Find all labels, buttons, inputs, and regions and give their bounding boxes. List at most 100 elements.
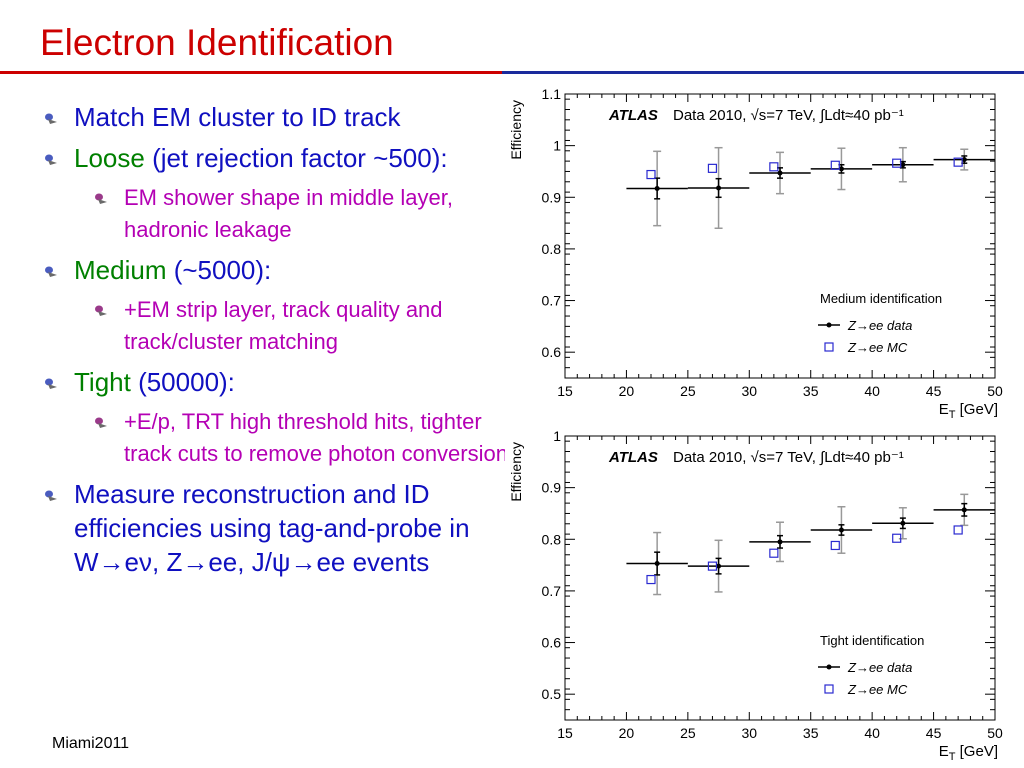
data-point xyxy=(777,170,783,176)
bullet-text: EM shower shape in middle layer, hadroni… xyxy=(124,185,453,242)
x-axis-label-unit: [GeV] xyxy=(955,401,998,418)
mc-point xyxy=(769,548,779,558)
experiment-label: ATLAS xyxy=(608,449,658,466)
mc-point xyxy=(769,162,779,172)
legend-data-label: Z→ee data xyxy=(847,660,912,675)
legend-mc-marker xyxy=(824,684,834,694)
y-tick-label: 1.1 xyxy=(542,86,562,102)
bullet-text: Match EM cluster to ID track xyxy=(74,102,401,132)
bullet-list: Match EM cluster to ID track Loose (jet r… xyxy=(44,100,519,586)
y-tick-label: 0.7 xyxy=(542,583,562,599)
bullet-text: +E/p, TRT high threshold hits, tighter t… xyxy=(124,409,519,466)
bullet-marker-icon xyxy=(95,305,107,316)
data-point xyxy=(900,520,906,526)
x-tick-label: 30 xyxy=(741,383,757,399)
x-tick-label: 50 xyxy=(987,383,1003,399)
bullet-text: (50000): xyxy=(130,367,235,397)
mc-point xyxy=(646,169,656,180)
mc-point xyxy=(892,158,902,168)
bullet-marker-icon xyxy=(45,490,57,501)
mc-point xyxy=(707,561,718,571)
x-axis-label: ET [GeV] xyxy=(939,743,998,760)
bullet-marker-icon xyxy=(95,417,107,428)
x-tick-label: 15 xyxy=(557,383,573,399)
mc-point xyxy=(892,533,902,543)
bullet-marker-icon xyxy=(45,113,57,124)
bullet-text: +EM strip layer, track quality and track… xyxy=(124,297,443,354)
data-point xyxy=(777,539,783,545)
x-axis-label-e: E xyxy=(939,743,949,760)
experiment-label: ATLAS xyxy=(608,107,658,124)
legend-data-marker xyxy=(826,664,832,670)
chart-svg: 15 20 25 30 35 40 45 50 0.5 0.6 0.7 0.8 0.9 1 Efficien… xyxy=(508,428,1003,763)
data-point xyxy=(716,563,722,569)
title-rule-right xyxy=(502,71,1024,74)
x-tick-label: 50 xyxy=(987,725,1003,741)
data-point xyxy=(716,185,722,191)
sub-bullet-item: +E/p, TRT high threshold hits, tighter t… xyxy=(94,406,524,470)
y-tick-label: 0.7 xyxy=(542,293,562,309)
bullet-marker-icon xyxy=(95,193,107,204)
bullet-text: (jet rejection factor ~500): xyxy=(144,143,448,173)
mc-point xyxy=(646,574,656,585)
data-point xyxy=(838,166,844,172)
footer-text: Miami2011 xyxy=(52,735,130,752)
bullet-marker-icon xyxy=(45,378,57,389)
x-tick-label: 45 xyxy=(926,725,942,741)
y-axis-label: Efficiency xyxy=(508,100,524,160)
plot-frame xyxy=(564,93,996,379)
title-rule-left xyxy=(0,71,502,74)
y-axis-label: Efficiency xyxy=(508,442,524,502)
legend-mc-label: Z→ee MC xyxy=(847,682,908,697)
x-tick-label: 45 xyxy=(926,383,942,399)
plot-annotation: Data 2010, √s=7 TeV, ∫Ldt≈40 pb⁻¹ xyxy=(673,107,904,124)
legend-data-marker xyxy=(826,322,832,328)
slide-title: Electron Identification xyxy=(40,22,394,63)
bullet-item: Measure reconstruction and ID efficienci… xyxy=(44,477,494,579)
tight-efficiency-chart: 15 20 25 30 35 40 45 50 0.5 0.6 0.7 0.8 0.9 1 Efficien… xyxy=(505,424,1005,763)
y-tick-label: 0.9 xyxy=(542,480,562,496)
data-point xyxy=(961,507,967,513)
x-tick-label: 35 xyxy=(803,383,819,399)
sub-bullet-item: EM shower shape in middle layer, hadroni… xyxy=(94,182,524,246)
x-tick-label: 20 xyxy=(619,725,635,741)
data-point xyxy=(961,157,967,163)
data-point xyxy=(654,561,660,567)
y-tick-label: 0.8 xyxy=(542,241,562,257)
x-axis-label-unit: [GeV] xyxy=(955,743,998,760)
bullet-keyword: Tight xyxy=(74,367,131,397)
y-tick-label: 1 xyxy=(553,428,561,444)
y-tick-label: 0.9 xyxy=(542,189,562,205)
legend-title: Medium identification xyxy=(820,291,942,306)
legend-mc-label: Z→ee MC xyxy=(847,340,908,355)
bullet-item: Tight (50000): xyxy=(44,365,494,399)
y-tick-label: 0.6 xyxy=(542,344,562,360)
sub-bullet-item: +EM strip layer, track quality and track… xyxy=(94,294,524,358)
mc-point xyxy=(830,540,840,551)
chart-svg: 15 20 25 30 35 40 45 50 0.6 0.7 0.8 0.9 1 1.1 Efficien… xyxy=(508,86,1003,421)
legend-title: Tight identification xyxy=(820,633,924,648)
mc-point xyxy=(953,157,963,167)
y-tick-label: 0.5 xyxy=(542,686,562,702)
x-tick-label: 20 xyxy=(619,383,635,399)
plot-frame xyxy=(564,435,996,721)
mc-point xyxy=(953,525,963,535)
x-tick-label: 15 xyxy=(557,725,573,741)
bullet-text: Measure reconstruction and ID efficienci… xyxy=(74,479,470,577)
x-tick-label: 40 xyxy=(864,725,880,741)
x-tick-label: 30 xyxy=(741,725,757,741)
y-tick-label: 1 xyxy=(553,138,561,154)
x-tick-label: 40 xyxy=(864,383,880,399)
y-tick-label: 0.8 xyxy=(542,531,562,547)
bullet-item: Match EM cluster to ID track xyxy=(44,100,494,134)
bullet-item: Medium (~5000): xyxy=(44,253,494,287)
x-tick-label: 25 xyxy=(680,383,696,399)
legend-mc-marker xyxy=(824,342,834,352)
x-tick-label: 25 xyxy=(680,725,696,741)
bullet-item: Loose (jet rejection factor ~500): xyxy=(44,141,494,175)
x-axis-label-sub: T xyxy=(949,751,956,760)
x-axis-label-e: E xyxy=(939,401,949,418)
plot-annotation: Data 2010, √s=7 TeV, ∫Ldt≈40 pb⁻¹ xyxy=(673,449,904,466)
legend-data-label: Z→ee data xyxy=(847,318,912,333)
bullet-marker-icon xyxy=(45,154,57,165)
